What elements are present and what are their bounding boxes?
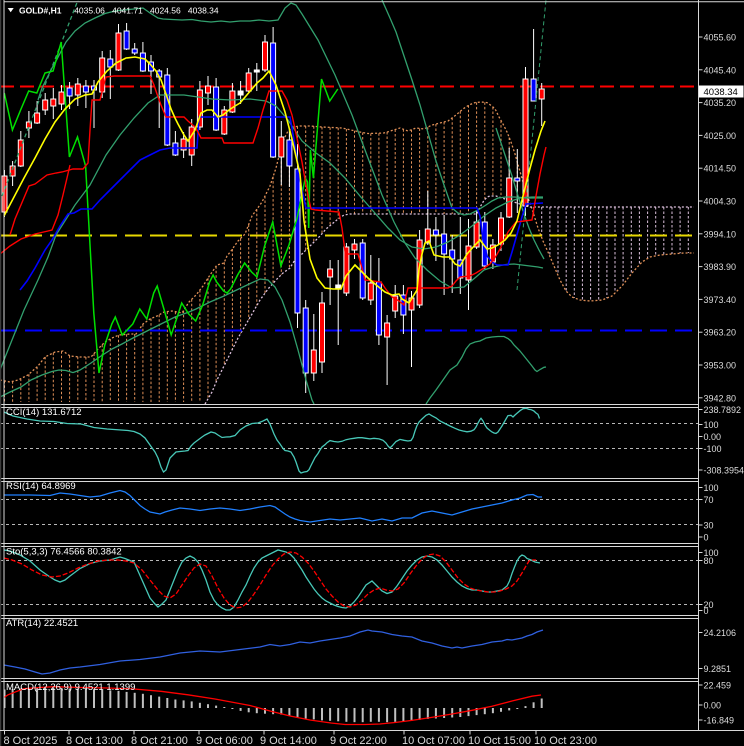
svg-text:3994.10: 3994.10 bbox=[704, 229, 737, 239]
svg-text:100: 100 bbox=[704, 420, 719, 430]
svg-text:4004.30: 4004.30 bbox=[704, 197, 737, 207]
svg-text:-308.3954: -308.3954 bbox=[704, 466, 744, 476]
svg-text:4038.34: 4038.34 bbox=[704, 87, 738, 98]
svg-text:Sto(5,3,3) 76.4566 80.3842: Sto(5,3,3) 76.4566 80.3842 bbox=[6, 547, 122, 558]
svg-text:10 Oct 07:00: 10 Oct 07:00 bbox=[402, 735, 465, 746]
svg-text:9.2851: 9.2851 bbox=[704, 664, 732, 674]
svg-text:4038.34: 4038.34 bbox=[188, 6, 219, 16]
svg-text:4025.00: 4025.00 bbox=[704, 131, 737, 141]
svg-text:3963.20: 3963.20 bbox=[704, 328, 737, 338]
svg-text:3942.80: 3942.80 bbox=[704, 393, 737, 403]
svg-text:30: 30 bbox=[704, 521, 714, 531]
svg-text:-100: -100 bbox=[704, 444, 722, 454]
svg-text:GOLD#,H1: GOLD#,H1 bbox=[19, 6, 62, 16]
svg-text:22.459: 22.459 bbox=[704, 681, 732, 691]
svg-text:8 Oct 2025: 8 Oct 2025 bbox=[4, 735, 58, 746]
svg-text:8 Oct 21:00: 8 Oct 21:00 bbox=[131, 735, 188, 746]
svg-text:4055.60: 4055.60 bbox=[704, 33, 737, 43]
svg-text:9 Oct 14:00: 9 Oct 14:00 bbox=[260, 735, 317, 746]
svg-text:RSI(14) 64.8969: RSI(14) 64.8969 bbox=[6, 481, 76, 492]
svg-text:4035.20: 4035.20 bbox=[704, 98, 737, 108]
svg-text:4041.71: 4041.71 bbox=[112, 6, 143, 16]
svg-text:9 Oct 06:00: 9 Oct 06:00 bbox=[196, 735, 253, 746]
svg-text:0: 0 bbox=[704, 533, 709, 543]
svg-text:3953.00: 3953.00 bbox=[704, 361, 737, 371]
svg-text:10 Oct 23:00: 10 Oct 23:00 bbox=[534, 735, 597, 746]
svg-text:3983.90: 3983.90 bbox=[704, 262, 737, 272]
svg-text:238.7892: 238.7892 bbox=[704, 405, 742, 415]
svg-text:CCI(14) 131.6712: CCI(14) 131.6712 bbox=[6, 407, 82, 418]
svg-text:ATR(14) 22.4521: ATR(14) 22.4521 bbox=[6, 618, 78, 629]
svg-text:8 Oct 13:00: 8 Oct 13:00 bbox=[66, 735, 123, 746]
svg-text:9 Oct 22:00: 9 Oct 22:00 bbox=[330, 735, 387, 746]
svg-text:0.00: 0.00 bbox=[704, 432, 722, 442]
svg-text:4045.40: 4045.40 bbox=[704, 65, 737, 75]
svg-text:20: 20 bbox=[704, 600, 714, 610]
svg-text:-16.849: -16.849 bbox=[704, 716, 735, 726]
svg-text:100: 100 bbox=[704, 548, 719, 558]
svg-text:3973.40: 3973.40 bbox=[704, 295, 737, 305]
svg-text:4024.56: 4024.56 bbox=[150, 6, 181, 16]
svg-text:80: 80 bbox=[704, 556, 714, 566]
svg-text:10 Oct 15:00: 10 Oct 15:00 bbox=[468, 735, 531, 746]
svg-text:4035.06: 4035.06 bbox=[74, 6, 105, 16]
svg-text:100: 100 bbox=[704, 483, 719, 493]
svg-text:4014.50: 4014.50 bbox=[704, 164, 737, 174]
svg-text:MACD(12,26,9) 9.4521 1.1399: MACD(12,26,9) 9.4521 1.1399 bbox=[6, 682, 135, 693]
svg-text:70: 70 bbox=[704, 495, 714, 505]
svg-text:0: 0 bbox=[704, 606, 709, 616]
svg-text:24.2106: 24.2106 bbox=[704, 628, 737, 638]
svg-text:0.00: 0.00 bbox=[704, 701, 722, 711]
